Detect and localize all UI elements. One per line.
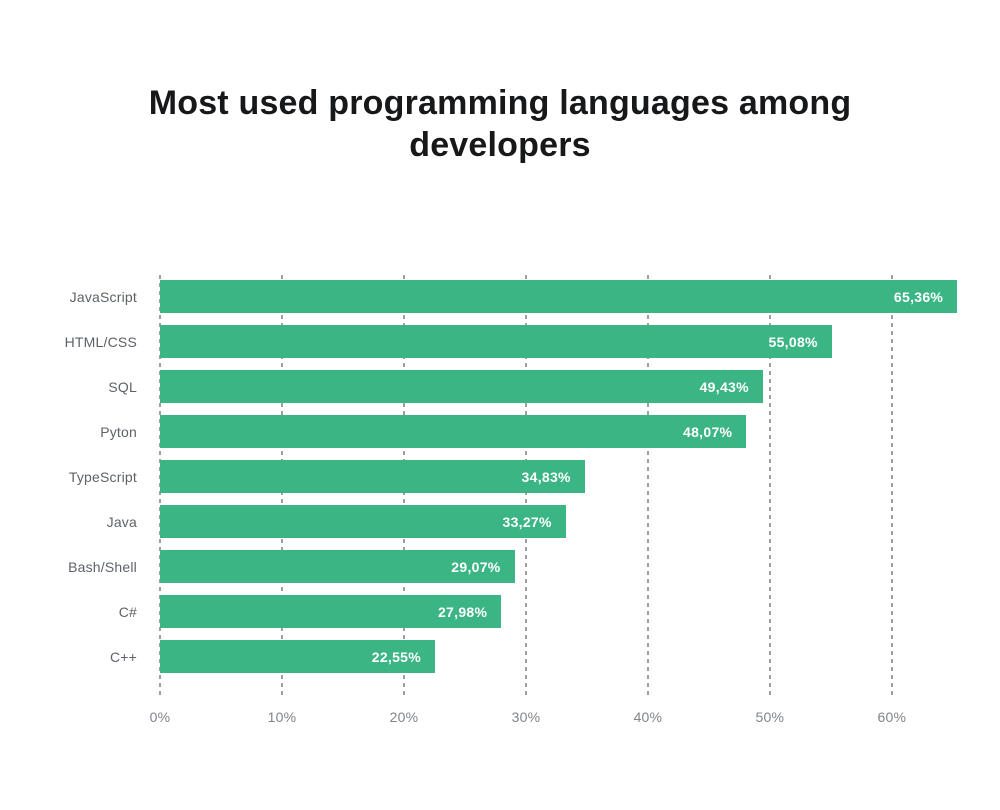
- bar-track: 34,83%: [160, 460, 965, 493]
- x-tick-label: 40%: [633, 709, 663, 725]
- x-tick-label: 30%: [511, 709, 541, 725]
- bar-value-label: 29,07%: [451, 558, 501, 575]
- bar: 22,55%: [160, 640, 436, 673]
- category-label: TypeScript: [68, 468, 137, 485]
- bar-value-label: 55,08%: [768, 333, 818, 350]
- bar-track: 48,07%: [160, 415, 965, 448]
- x-tick-label: 0%: [149, 709, 171, 725]
- bar: 49,43%: [160, 370, 763, 403]
- bar-value-label: 27,98%: [437, 603, 488, 620]
- bar-value-label: 49,43%: [699, 378, 749, 395]
- x-axis: 0% 10% 20% 30% 40% 50% 60%: [150, 709, 965, 727]
- category-label: Java: [106, 513, 137, 530]
- bar: 55,08%: [160, 325, 832, 358]
- bar-track: 27,98%: [160, 595, 965, 628]
- x-tick-label: 10%: [267, 709, 297, 725]
- bar: 65,36%: [160, 280, 958, 313]
- bar-row: SQL 49,43%: [40, 364, 965, 409]
- bar-row: C++ 22,55%: [40, 634, 965, 679]
- bar: 48,07%: [160, 415, 747, 448]
- bar-row: TypeScript 34,83%: [40, 454, 965, 499]
- bar-row: Java 33,27%: [40, 499, 965, 544]
- bar-track: 49,43%: [160, 370, 965, 403]
- category-label: C#: [118, 603, 137, 620]
- bar-row: HTML/CSS 55,08%: [40, 319, 965, 364]
- bar-row: JavaScript 65,36%: [40, 274, 965, 319]
- category-label: SQL: [108, 378, 137, 395]
- x-tick-label: 60%: [877, 709, 907, 725]
- bar-value-label: 48,07%: [683, 423, 733, 440]
- chart-title: Most used programming languages among de…: [148, 84, 852, 165]
- x-tick-label: 20%: [389, 709, 419, 725]
- category-label: C++: [109, 648, 137, 665]
- bar-value-label: 22,55%: [371, 648, 422, 665]
- x-tick-label: 50%: [755, 709, 785, 725]
- bar-track: 33,27%: [160, 505, 965, 538]
- bar-track: 65,36%: [160, 280, 965, 313]
- bar-value-label: 65,36%: [893, 288, 944, 305]
- bar: 33,27%: [160, 505, 566, 538]
- bar-row: Pyton 48,07%: [40, 409, 965, 454]
- bar-value-label: 34,83%: [521, 468, 571, 485]
- bar-value-label: 33,27%: [502, 513, 552, 530]
- bar-track: 55,08%: [160, 325, 965, 358]
- bar-track: 29,07%: [160, 550, 965, 583]
- bar-rows: JavaScript 65,36% HTML/CSS 55,08% SQL 49,43% P…: [40, 274, 965, 679]
- category-label: JavaScript: [69, 288, 137, 305]
- category-label: Bash/Shell: [68, 558, 137, 575]
- category-label: Pyton: [100, 423, 137, 440]
- bar: 29,07%: [160, 550, 515, 583]
- bar-row: C# 27,98%: [40, 589, 965, 634]
- bar-row: Bash/Shell 29,07%: [40, 544, 965, 589]
- bar-chart: JavaScript 65,36% HTML/CSS 55,08% SQL 49,43% P…: [40, 274, 965, 727]
- bar-track: 22,55%: [160, 640, 965, 673]
- category-label: HTML/CSS: [64, 333, 137, 350]
- plot-area: JavaScript 65,36% HTML/CSS 55,08% SQL 49,43% P…: [40, 274, 965, 696]
- bar: 34,83%: [160, 460, 585, 493]
- bar: 27,98%: [160, 595, 502, 628]
